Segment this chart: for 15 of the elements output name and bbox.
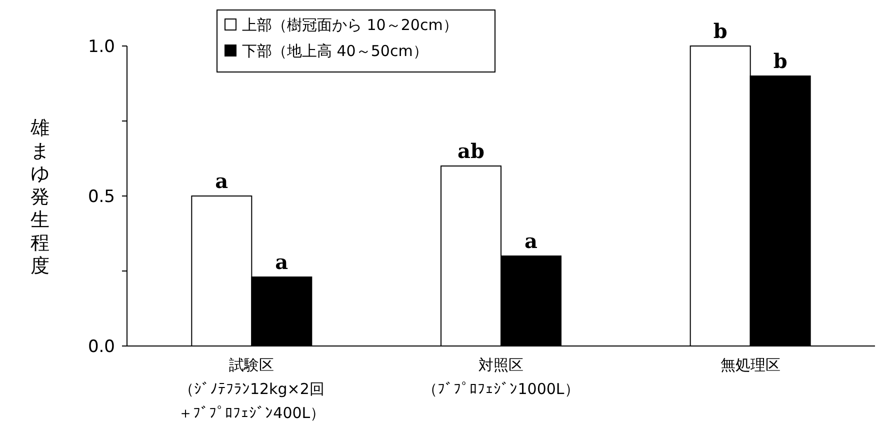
data-label: a [275,250,288,274]
legend-label: 下部（地上高 40～50cm） [242,42,428,60]
y-tick-label: 0.0 [88,337,115,357]
data-label: a [215,169,228,193]
x-tick-label: 無処理区 [720,356,780,374]
legend-label: 上部（樹冠面から 10～20cm） [242,16,458,34]
data-label: b [773,49,788,73]
x-tick-label: 試験区（ｼﾞﾉﾃﾌﾗﾝ12kg×2回＋ﾌﾞﾌﾟﾛﾌｪｼﾞﾝ400L） [178,356,326,422]
x-tick-label: 対照区（ﾌﾞﾌﾟﾛﾌｪｼﾞﾝ1000L） [422,356,580,398]
data-label: a [524,229,538,253]
data-label: b [713,19,728,43]
y-tick-label: 0.5 [88,187,115,207]
data-label: ab [458,139,484,163]
y-tick-label: 1.0 [88,37,115,57]
y-axis-title: 雄まゆ発生程度 [30,117,50,277]
